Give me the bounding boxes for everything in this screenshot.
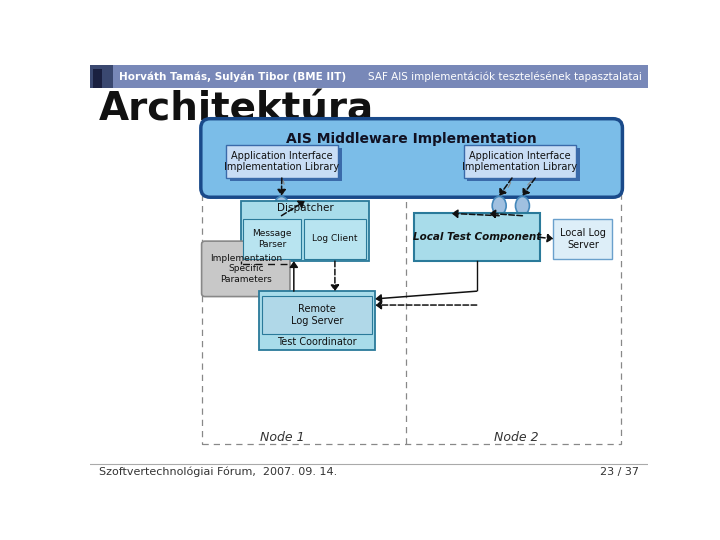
Text: Implementation
Specific
Parameters: Implementation Specific Parameters — [210, 254, 282, 284]
Text: 23 / 37: 23 / 37 — [600, 467, 639, 477]
Text: Local Test Component: Local Test Component — [413, 232, 541, 242]
Bar — [464, 145, 576, 178]
Text: Szoftvertechnológiai Fórum,  2007. 09. 14.: Szoftvertechnológiai Fórum, 2007. 09. 14… — [99, 467, 338, 477]
Text: Remote
Log Server: Remote Log Server — [291, 304, 343, 326]
Text: Application Interface
Implementation Library: Application Interface Implementation Lib… — [224, 151, 339, 172]
Bar — [202, 125, 621, 444]
Text: Local Log
Server: Local Log Server — [560, 228, 606, 249]
Bar — [554, 219, 612, 259]
Bar — [304, 219, 366, 259]
Text: AIS Middleware Implementation: AIS Middleware Implementation — [287, 132, 537, 146]
Text: Dispatcher: Dispatcher — [276, 203, 333, 213]
Ellipse shape — [274, 197, 289, 215]
Bar — [93, 79, 102, 88]
Bar — [243, 219, 301, 259]
Bar — [90, 65, 113, 88]
Text: SAF AIS implementációk tesztelésének tapasztalatai: SAF AIS implementációk tesztelésének tap… — [368, 71, 642, 82]
Ellipse shape — [516, 197, 529, 215]
Text: Node 1: Node 1 — [260, 431, 305, 444]
Bar — [225, 145, 338, 178]
Text: Application Interface
Implementation Library: Application Interface Implementation Lib… — [462, 151, 577, 172]
Text: Log Client: Log Client — [312, 234, 358, 244]
Bar — [93, 70, 102, 79]
Bar — [241, 201, 369, 261]
Text: Message
Parser: Message Parser — [253, 229, 292, 248]
Bar — [467, 148, 580, 181]
Text: Horváth Tamás, Sulyán Tibor (BME IIT): Horváth Tamás, Sulyán Tibor (BME IIT) — [120, 71, 346, 82]
Text: Architektúra: Architektúra — [99, 91, 374, 129]
FancyBboxPatch shape — [202, 241, 290, 296]
Ellipse shape — [492, 197, 506, 215]
Bar — [230, 148, 342, 181]
Text: Node 2: Node 2 — [494, 431, 539, 444]
Bar — [259, 291, 375, 350]
Bar — [414, 213, 539, 261]
Bar — [262, 296, 372, 334]
FancyBboxPatch shape — [201, 119, 622, 197]
Text: Test Coordinator: Test Coordinator — [277, 337, 357, 347]
Bar — [113, 65, 648, 88]
